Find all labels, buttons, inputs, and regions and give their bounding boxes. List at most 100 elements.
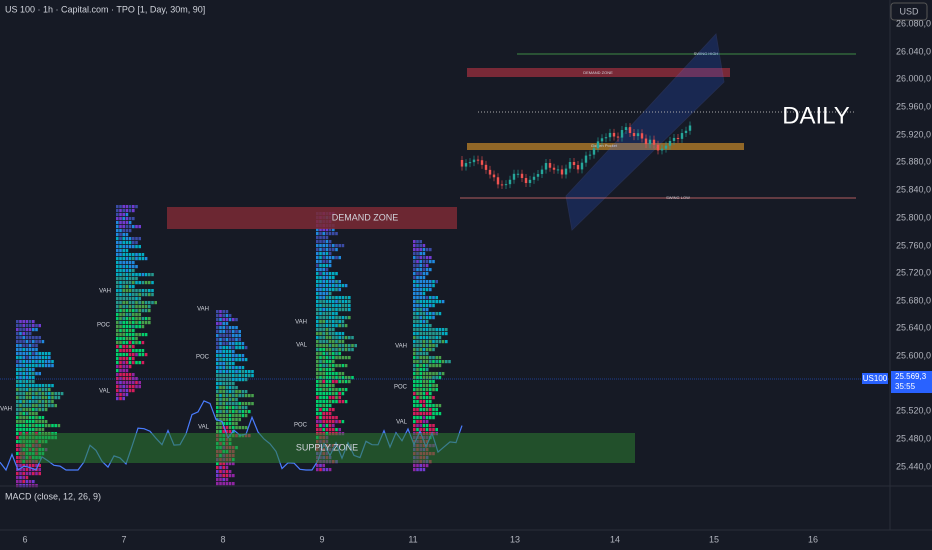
tpo-block bbox=[128, 381, 132, 385]
tpo-block bbox=[416, 372, 419, 376]
tpo-block bbox=[228, 418, 232, 422]
tpo-block bbox=[141, 325, 145, 329]
tpo-block bbox=[122, 357, 125, 361]
tpo-block bbox=[38, 340, 41, 344]
tpo-block bbox=[425, 312, 429, 316]
tpo-block bbox=[225, 402, 229, 406]
tpo-block bbox=[425, 284, 429, 288]
tpo-block bbox=[316, 400, 319, 404]
inset-demand-label: DEMAND ZONE bbox=[583, 70, 613, 75]
tpo-block bbox=[216, 414, 219, 418]
tpo-block bbox=[44, 364, 48, 368]
tpo-block bbox=[16, 376, 19, 380]
tpo-block bbox=[235, 358, 238, 362]
tpo-block bbox=[116, 313, 119, 317]
tpo-block bbox=[125, 229, 129, 233]
tpo-block bbox=[344, 336, 348, 340]
tpo-block bbox=[344, 324, 348, 328]
tpo-block bbox=[341, 244, 345, 248]
tpo-block bbox=[319, 424, 322, 428]
tpo-block bbox=[219, 334, 222, 338]
tpo-block bbox=[216, 338, 219, 342]
decoration bbox=[0, 205, 463, 488]
tpo-block bbox=[328, 288, 332, 292]
golden-pocket bbox=[467, 143, 744, 150]
tpo-block bbox=[135, 273, 138, 277]
tpo-block bbox=[125, 237, 129, 241]
tpo-block bbox=[325, 332, 329, 336]
tpo-block bbox=[116, 397, 119, 401]
candle bbox=[484, 164, 488, 170]
tpo-block bbox=[228, 402, 232, 406]
tpo-block bbox=[41, 360, 45, 364]
marker: VAH bbox=[395, 344, 407, 350]
tpo-block bbox=[322, 392, 325, 396]
tpo-block bbox=[413, 260, 416, 264]
tpo-block bbox=[25, 380, 29, 384]
tpo-block bbox=[222, 370, 225, 374]
tpo-block bbox=[316, 368, 319, 372]
demand-zone-label: DEMAND ZONE bbox=[332, 212, 399, 222]
tpo-block bbox=[125, 209, 129, 213]
tpo-block bbox=[119, 285, 122, 289]
tpo-block bbox=[351, 336, 354, 340]
tpo-block bbox=[328, 468, 332, 472]
tpo-block bbox=[219, 402, 222, 406]
tpo-block bbox=[28, 396, 32, 400]
tpo-block bbox=[319, 308, 322, 312]
tpo-block bbox=[416, 264, 419, 268]
tpo-block bbox=[116, 309, 119, 313]
tpo-block bbox=[241, 346, 245, 350]
tpo-block bbox=[325, 348, 329, 352]
tpo-block bbox=[325, 400, 329, 404]
tpo-block bbox=[416, 304, 419, 308]
tpo-block bbox=[51, 392, 54, 396]
tpo-block bbox=[228, 482, 232, 486]
tpo-block bbox=[422, 332, 426, 336]
tpo-block bbox=[132, 345, 135, 349]
tpo-block bbox=[128, 349, 132, 353]
tpo-block bbox=[44, 420, 48, 424]
tpo-block bbox=[122, 289, 125, 293]
tpo-block bbox=[228, 374, 232, 378]
tpo-block bbox=[232, 482, 235, 486]
tpo-block bbox=[338, 364, 341, 368]
tpo-block bbox=[48, 392, 51, 396]
tpo-block bbox=[128, 273, 132, 277]
tpo-block bbox=[319, 392, 322, 396]
tpo-block bbox=[332, 312, 335, 316]
tpo-block bbox=[432, 372, 435, 376]
tpo-block bbox=[325, 388, 329, 392]
tpo-block bbox=[132, 373, 135, 377]
tpo-block bbox=[225, 426, 229, 430]
tpo-block bbox=[422, 416, 426, 420]
tpo-block bbox=[135, 349, 138, 353]
tpo-block bbox=[219, 462, 222, 466]
tpo-block bbox=[141, 273, 145, 277]
tpo-block bbox=[316, 356, 319, 360]
candle bbox=[620, 130, 624, 138]
tpo-block bbox=[419, 248, 422, 252]
tpo-block bbox=[116, 349, 119, 353]
tpo-block bbox=[335, 376, 338, 380]
candle bbox=[504, 184, 508, 186]
tpo-block bbox=[416, 308, 419, 312]
tpo-block bbox=[341, 284, 345, 288]
tpo-block bbox=[219, 354, 222, 358]
tpo-block bbox=[38, 416, 41, 420]
tpo-block bbox=[119, 397, 122, 401]
tpo-block bbox=[19, 380, 22, 384]
tpo-block bbox=[141, 301, 145, 305]
tpo-block bbox=[416, 384, 419, 388]
tpo-block bbox=[119, 377, 122, 381]
tpo-block bbox=[422, 468, 426, 472]
tpo-block bbox=[32, 464, 35, 468]
tpo-block bbox=[232, 402, 235, 406]
tpo-block bbox=[422, 380, 426, 384]
tpo-block bbox=[335, 316, 338, 320]
tpo-block bbox=[419, 264, 422, 268]
currency-button[interactable] bbox=[890, 2, 928, 21]
tpo-block bbox=[338, 284, 341, 288]
tpo-block bbox=[413, 312, 416, 316]
